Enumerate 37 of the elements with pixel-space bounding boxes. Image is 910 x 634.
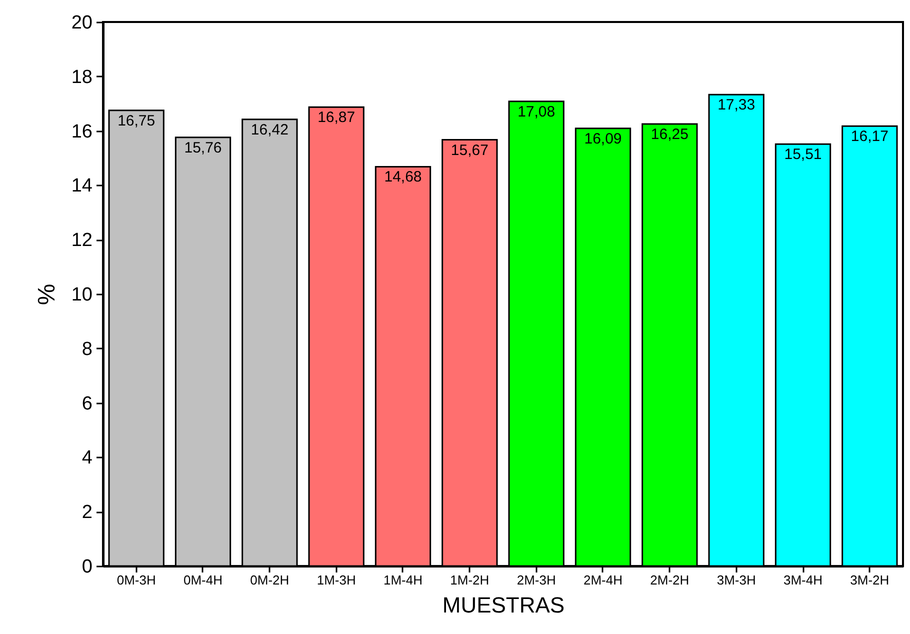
y-tick-label: 0 (82, 556, 92, 578)
data-label: 16,42 (250, 121, 288, 138)
x-tick-label: 1M-4H (383, 572, 423, 588)
y-tick-label: 4 (82, 448, 93, 469)
x-tick-label: 0M-3H (116, 572, 156, 588)
y-tick-label: 18 (71, 66, 92, 88)
data-label: 14,68 (384, 168, 422, 186)
data-label: 16,75 (118, 112, 156, 130)
x-tick-label: 2M-4H (583, 572, 623, 588)
x-tick-label: 1M-2H (450, 572, 490, 588)
data-label: 17,33 (718, 96, 756, 114)
x-tick-label: 2M-3H (516, 572, 556, 588)
y-tick-label: 20 (71, 12, 92, 34)
x-tick-label: 3M-2H (850, 572, 890, 588)
y-tick-label: 2 (82, 502, 92, 524)
data-label: 15,76 (184, 139, 222, 156)
data-label: 15,67 (450, 142, 488, 159)
x-tick-label: 0M-4H (183, 572, 223, 588)
y-tick-label: 14 (71, 176, 93, 197)
y-tick-label: 8 (82, 338, 92, 360)
x-tick-label: 3M-4H (783, 572, 823, 588)
y-tick-label: 10 (71, 284, 92, 306)
y-tick-label: 12 (71, 230, 92, 252)
x-tick-label: 3M-3H (716, 572, 756, 588)
x-tick-label: 2M-2H (650, 572, 690, 588)
data-label: 16,25 (650, 126, 688, 143)
y-tick-label: 6 (82, 393, 92, 414)
data-label: 16,09 (584, 130, 622, 148)
data-label: 16,87 (318, 109, 356, 126)
x-axis-title: MUESTRAS (442, 592, 565, 618)
x-tick-label: 0M-2H (250, 572, 290, 588)
y-axis-title: % (33, 284, 60, 306)
data-label: 15,51 (784, 146, 822, 164)
data-label: 17,08 (518, 103, 556, 120)
y-tick-label: 16 (71, 121, 92, 142)
data-label: 16,17 (850, 128, 888, 146)
x-tick-label: 1M-3H (316, 572, 356, 588)
